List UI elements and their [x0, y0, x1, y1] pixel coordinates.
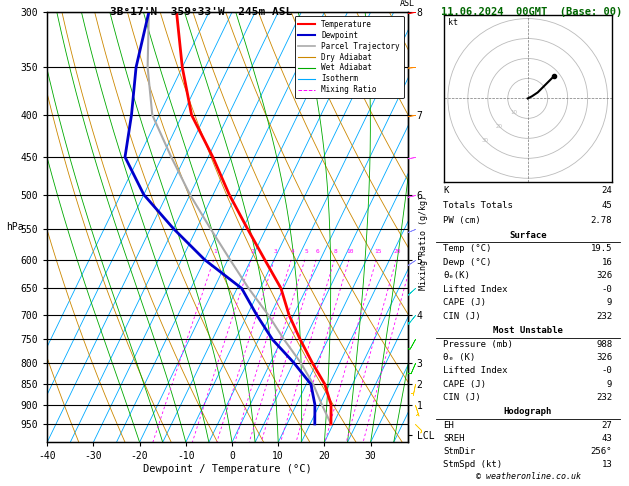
Text: hPa: hPa — [6, 222, 24, 232]
Text: 27: 27 — [601, 421, 612, 430]
Text: 10: 10 — [510, 110, 517, 115]
Text: 15: 15 — [374, 249, 381, 254]
Text: 9: 9 — [607, 380, 612, 389]
Text: © weatheronline.co.uk: © weatheronline.co.uk — [476, 472, 581, 481]
Text: PW (cm): PW (cm) — [443, 216, 481, 225]
Text: 2: 2 — [251, 249, 255, 254]
Text: 19.5: 19.5 — [591, 244, 612, 253]
Text: 256°: 256° — [591, 447, 612, 456]
Text: 5: 5 — [304, 249, 308, 254]
Text: CIN (J): CIN (J) — [443, 312, 481, 321]
Text: Surface: Surface — [509, 231, 547, 240]
Text: Most Unstable: Most Unstable — [493, 326, 563, 335]
Text: 2.78: 2.78 — [591, 216, 612, 225]
Text: 232: 232 — [596, 312, 612, 321]
Text: Temp (°C): Temp (°C) — [443, 244, 492, 253]
Text: 24: 24 — [601, 187, 612, 195]
Text: 1: 1 — [213, 249, 217, 254]
Text: 326: 326 — [596, 271, 612, 280]
Text: EH: EH — [443, 421, 454, 430]
Text: 45: 45 — [601, 201, 612, 210]
Text: 988: 988 — [596, 340, 612, 349]
Text: 232: 232 — [596, 393, 612, 402]
Text: StmSpd (kt): StmSpd (kt) — [443, 460, 503, 469]
Text: 326: 326 — [596, 353, 612, 362]
Text: km
ASL: km ASL — [400, 0, 415, 8]
Text: 9: 9 — [607, 298, 612, 307]
Text: Hodograph: Hodograph — [504, 407, 552, 417]
Text: 20: 20 — [394, 249, 401, 254]
Text: 20: 20 — [496, 124, 503, 129]
Text: 3: 3 — [274, 249, 277, 254]
Text: SREH: SREH — [443, 434, 465, 443]
Text: -0: -0 — [601, 366, 612, 376]
Text: kt: kt — [448, 17, 458, 27]
Text: 4: 4 — [291, 249, 294, 254]
Text: CAPE (J): CAPE (J) — [443, 298, 486, 307]
Text: 8: 8 — [334, 249, 338, 254]
Text: Lifted Index: Lifted Index — [443, 366, 508, 376]
Text: Dewp (°C): Dewp (°C) — [443, 258, 492, 267]
Text: 10: 10 — [347, 249, 354, 254]
Text: 6: 6 — [316, 249, 320, 254]
Text: 43: 43 — [601, 434, 612, 443]
Text: 16: 16 — [601, 258, 612, 267]
Text: K: K — [443, 187, 448, 195]
Text: Mixing Ratio (g/kg): Mixing Ratio (g/kg) — [419, 195, 428, 291]
Text: CIN (J): CIN (J) — [443, 393, 481, 402]
Text: 30: 30 — [482, 139, 489, 143]
Text: Lifted Index: Lifted Index — [443, 285, 508, 294]
Text: 13: 13 — [601, 460, 612, 469]
Text: Pressure (mb): Pressure (mb) — [443, 340, 513, 349]
X-axis label: Dewpoint / Temperature (°C): Dewpoint / Temperature (°C) — [143, 464, 312, 474]
Text: θₑ(K): θₑ(K) — [443, 271, 470, 280]
Text: θₑ (K): θₑ (K) — [443, 353, 476, 362]
Text: CAPE (J): CAPE (J) — [443, 380, 486, 389]
Text: Totals Totals: Totals Totals — [443, 201, 513, 210]
Text: 11.06.2024  00GMT  (Base: 00): 11.06.2024 00GMT (Base: 00) — [441, 7, 622, 17]
Legend: Temperature, Dewpoint, Parcel Trajectory, Dry Adiabat, Wet Adiabat, Isotherm, Mi: Temperature, Dewpoint, Parcel Trajectory… — [294, 16, 404, 98]
Text: 3B°17'N  359°33'W  245m ASL: 3B°17'N 359°33'W 245m ASL — [110, 7, 292, 17]
Text: -0: -0 — [601, 285, 612, 294]
Text: StmDir: StmDir — [443, 447, 476, 456]
